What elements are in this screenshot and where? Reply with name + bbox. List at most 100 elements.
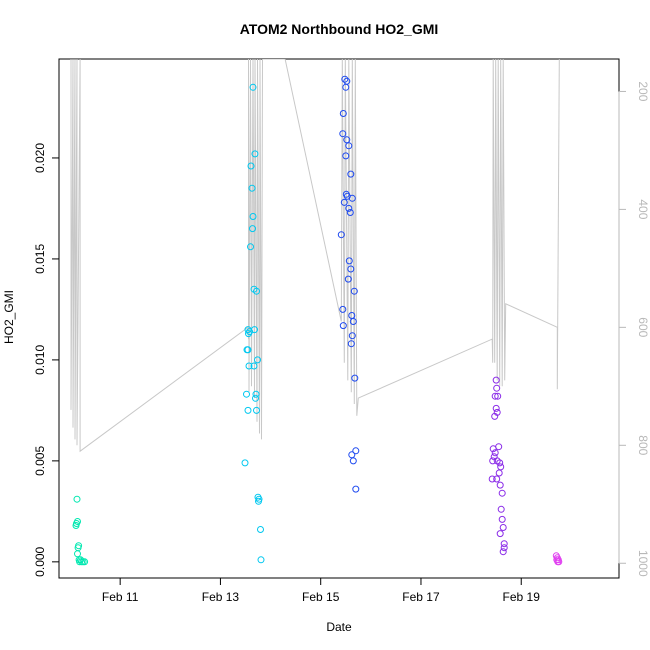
data-point xyxy=(348,451,356,459)
data-point xyxy=(493,384,501,392)
y-tick-label: 0.015 xyxy=(33,244,47,274)
data-point xyxy=(496,459,504,467)
data-point xyxy=(337,231,345,239)
data-point xyxy=(491,392,499,400)
y2-tick-label: 800 xyxy=(636,435,650,455)
data-point xyxy=(348,332,356,340)
data-point xyxy=(247,243,254,251)
data-point xyxy=(341,75,349,83)
data-point xyxy=(81,558,89,566)
data-point xyxy=(342,152,350,160)
y-axis-title: HO2_GMI xyxy=(2,290,16,344)
data-point xyxy=(496,530,504,538)
data-point xyxy=(347,265,355,273)
data-point xyxy=(245,330,252,338)
data-point xyxy=(498,489,506,497)
data-points xyxy=(72,75,563,566)
data-point xyxy=(345,257,353,265)
altitude-line xyxy=(70,59,560,453)
plot-border xyxy=(58,58,620,579)
data-point xyxy=(343,136,351,144)
data-point xyxy=(493,475,501,483)
data-point xyxy=(249,83,257,91)
data-point xyxy=(352,485,360,493)
y2-tick-label: 600 xyxy=(636,317,650,337)
data-point xyxy=(345,204,353,212)
data-point xyxy=(499,548,507,556)
y-tick-label: 0.005 xyxy=(33,446,47,476)
data-point xyxy=(244,406,252,414)
data-point xyxy=(253,406,260,414)
data-point xyxy=(250,362,258,370)
data-point xyxy=(254,356,261,364)
secondary-y-axis: 200 400 600 800 1000 xyxy=(618,81,650,577)
data-point xyxy=(252,390,260,398)
chart-title: ATOM2 Northbound HO2_GMI xyxy=(240,21,439,37)
data-point xyxy=(249,225,256,233)
data-point xyxy=(339,305,347,313)
x-tick-label: Feb 19 xyxy=(503,590,541,604)
data-point xyxy=(500,540,508,548)
data-point xyxy=(74,518,81,525)
data-point xyxy=(489,457,497,465)
data-point xyxy=(253,287,260,295)
data-point xyxy=(74,550,81,558)
data-point xyxy=(252,394,259,402)
data-point xyxy=(339,130,347,138)
x-tick-label: Feb 13 xyxy=(202,590,240,604)
data-point xyxy=(352,447,360,455)
data-point xyxy=(491,412,499,420)
data-point xyxy=(492,404,500,412)
data-point xyxy=(339,110,347,117)
data-point xyxy=(257,526,264,533)
y-tick-label: 0.010 xyxy=(33,345,47,375)
y-tick-label: 0.000 xyxy=(33,546,47,576)
data-point xyxy=(555,558,563,566)
x-axis: Feb 11 Feb 13 Feb 15 Feb 17 Feb 19 xyxy=(102,577,541,604)
x-tick-label: Feb 11 xyxy=(102,590,139,604)
data-point xyxy=(349,457,357,465)
data-point xyxy=(251,326,258,334)
data-point xyxy=(500,544,508,552)
data-point xyxy=(498,515,506,523)
data-point xyxy=(351,374,359,382)
data-point xyxy=(243,390,250,398)
data-point xyxy=(488,475,496,483)
y2-tick-label: 1000 xyxy=(636,550,650,577)
data-point xyxy=(340,198,348,206)
altitude-trace xyxy=(70,59,560,453)
y-axis: 0.000 0.005 0.010 0.015 0.020 xyxy=(33,143,60,577)
data-point xyxy=(497,463,505,471)
data-point xyxy=(247,162,255,170)
data-point xyxy=(249,213,257,220)
data-point xyxy=(251,150,259,158)
data-point xyxy=(499,524,507,531)
data-point xyxy=(73,495,81,503)
x-tick-label: Feb 15 xyxy=(302,590,340,604)
plot-area xyxy=(58,58,620,579)
data-point xyxy=(349,318,357,325)
data-point xyxy=(345,142,353,150)
y-tick-label: 0.020 xyxy=(33,143,47,173)
data-point xyxy=(72,522,80,529)
data-point xyxy=(347,170,355,178)
data-point xyxy=(339,322,347,330)
data-point xyxy=(494,392,502,400)
x-axis-title: Date xyxy=(326,620,352,634)
data-point xyxy=(496,481,504,489)
data-point xyxy=(241,459,249,467)
x-tick-label: Feb 17 xyxy=(402,590,440,604)
data-point xyxy=(245,362,253,370)
y2-tick-label: 400 xyxy=(636,199,650,219)
data-point xyxy=(497,505,505,513)
data-point xyxy=(495,443,503,451)
data-point xyxy=(495,469,503,477)
data-point xyxy=(248,184,256,192)
data-point xyxy=(257,556,265,564)
data-point xyxy=(350,287,358,295)
y2-tick-label: 200 xyxy=(636,81,650,101)
data-point xyxy=(346,209,354,216)
data-point xyxy=(255,497,262,505)
data-point xyxy=(347,340,355,348)
data-point xyxy=(348,194,356,202)
